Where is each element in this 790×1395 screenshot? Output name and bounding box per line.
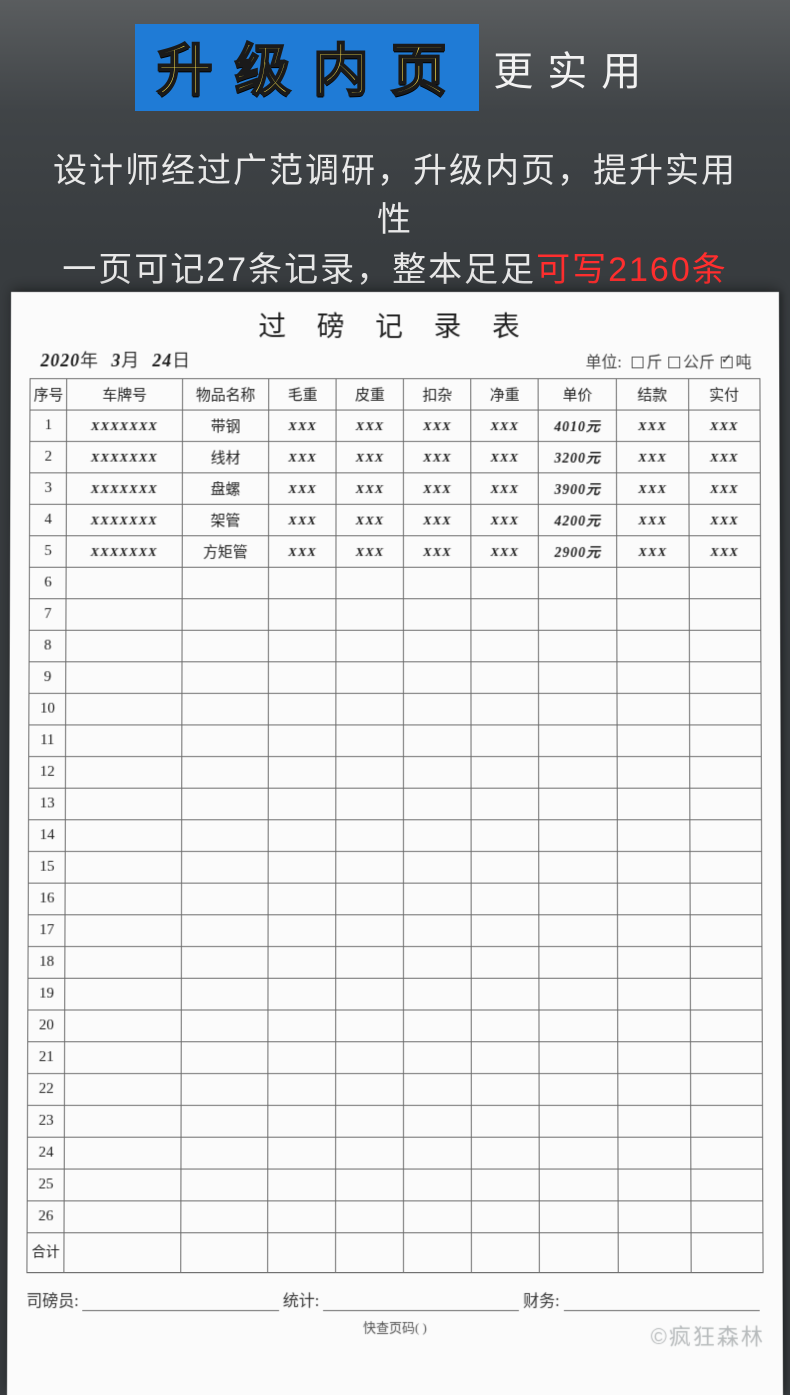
footer-finance: 财务: bbox=[523, 1287, 559, 1311]
footer-stats: 统计: bbox=[283, 1287, 319, 1311]
hero-section: 升级内页 更实用 设计师经过广范调研，升级内页，提升实用性 一页可记27条记录，… bbox=[0, 0, 790, 295]
table-row: 10 bbox=[29, 693, 761, 725]
table-row: 23 bbox=[27, 1105, 762, 1137]
unit-checkbox bbox=[721, 357, 733, 369]
table-row: 20 bbox=[28, 1010, 763, 1042]
table-row: 8 bbox=[29, 630, 761, 662]
table-row: 16 bbox=[28, 883, 762, 915]
table-header-cell: 序号 bbox=[30, 379, 67, 410]
sheet-title: 过 磅 记 录 表 bbox=[11, 292, 779, 345]
unit-checkbox bbox=[632, 357, 644, 369]
table-row: 4XXXXXXX架管XXXXXXXXXXXX4200元XXXXXX bbox=[30, 504, 761, 535]
table-header-cell: 车牌号 bbox=[67, 379, 182, 410]
table-row: 3XXXXXXX盘螺XXXXXXXXXXXX3900元XXXXXX bbox=[30, 473, 761, 504]
table-row: 12 bbox=[29, 757, 762, 789]
hero-badge-text: 升级内页 bbox=[145, 39, 469, 102]
table-row: 19 bbox=[28, 978, 762, 1010]
sheet-meta: 2020年 3月 24日 单位: 斤公斤吨 bbox=[11, 345, 779, 378]
table-row: 6 bbox=[29, 567, 760, 599]
table-header-cell: 结款 bbox=[616, 379, 688, 410]
table-row: 22 bbox=[28, 1074, 763, 1106]
table-row: 18 bbox=[28, 947, 762, 979]
table-row: 9 bbox=[29, 662, 761, 694]
table-row: 24 bbox=[27, 1137, 762, 1169]
table-row: 15 bbox=[28, 851, 761, 883]
footer-weigher: 司磅员: bbox=[26, 1287, 78, 1311]
hero-desc-line1: 设计师经过广范调研，升级内页，提升实用性 bbox=[36, 147, 754, 246]
table-row: 26 bbox=[27, 1201, 763, 1233]
table-row: 2XXXXXXX线材XXXXXXXXXXXX3200元XXXXXX bbox=[30, 441, 761, 472]
hero-badge: 升级内页 bbox=[135, 24, 479, 111]
table-header-row: 序号车牌号物品名称毛重皮重扣杂净重单价结款实付 bbox=[30, 379, 760, 410]
table-body: 1XXXXXXX带钢XXXXXXXXXXXX4010元XXXXXX2XXXXXX… bbox=[27, 410, 763, 1273]
table-header-cell: 扣杂 bbox=[404, 379, 471, 410]
table-row: 25 bbox=[27, 1169, 763, 1201]
sheet-footer: 司磅员: 统计: 财务: bbox=[26, 1287, 763, 1311]
table-sum-row: 合计 bbox=[27, 1233, 763, 1273]
watermark: ©疯狂森林 bbox=[651, 1319, 765, 1351]
table-row: 17 bbox=[28, 915, 762, 947]
table-row: 11 bbox=[29, 725, 762, 757]
record-sheet: 过 磅 记 录 表 2020年 3月 24日 单位: 斤公斤吨 序号车牌号物品名… bbox=[7, 292, 783, 1395]
table-row: 13 bbox=[29, 788, 762, 820]
table-row: 14 bbox=[28, 820, 761, 852]
sheet-units: 单位: 斤公斤吨 bbox=[586, 349, 752, 373]
table-header-cell: 毛重 bbox=[269, 379, 336, 410]
table-header-cell: 物品名称 bbox=[182, 379, 269, 410]
unit-checkbox bbox=[668, 357, 680, 369]
table-header-cell: 皮重 bbox=[336, 379, 403, 410]
table-row: 5XXXXXXX方矩管XXXXXXXXXXXX2900元XXXXXX bbox=[29, 536, 760, 567]
hero-suffix: 更实用 bbox=[493, 39, 655, 97]
table-row: 21 bbox=[28, 1042, 763, 1074]
table-row: 7 bbox=[29, 599, 761, 631]
sheet-date: 2020年 3月 24日 bbox=[40, 347, 190, 372]
hero-description: 设计师经过广范调研，升级内页，提升实用性 一页可记27条记录，整本足足可写216… bbox=[0, 147, 790, 295]
table-header-cell: 净重 bbox=[471, 379, 538, 410]
record-table: 序号车牌号物品名称毛重皮重扣杂净重单价结款实付 1XXXXXXX带钢XXXXXX… bbox=[26, 378, 763, 1273]
table-row: 1XXXXXXX带钢XXXXXXXXXXXX4010元XXXXXX bbox=[30, 410, 760, 441]
sheet-container: 过 磅 记 录 表 2020年 3月 24日 单位: 斤公斤吨 序号车牌号物品名… bbox=[0, 275, 790, 1395]
table-header-cell: 单价 bbox=[538, 379, 616, 410]
table-header-cell: 实付 bbox=[688, 379, 760, 410]
